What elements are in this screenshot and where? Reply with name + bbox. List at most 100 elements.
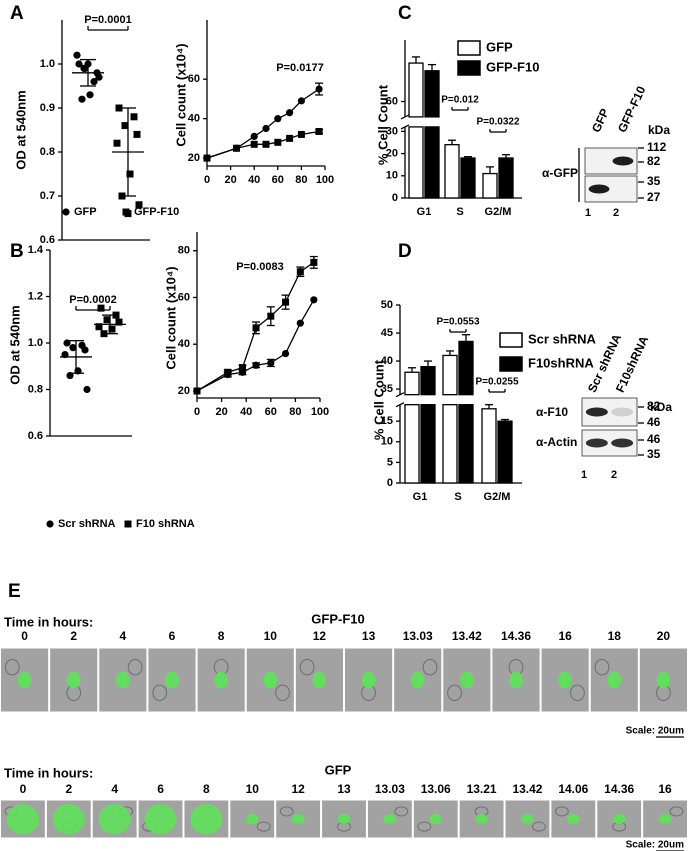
y-tick-label: 1.0 bbox=[40, 58, 55, 70]
legend-swatch bbox=[457, 40, 481, 56]
marker bbox=[97, 304, 105, 312]
bar bbox=[498, 157, 514, 199]
time-point: 13.42 bbox=[452, 629, 482, 643]
neighbor-cell bbox=[422, 659, 438, 676]
scale-label: Scale: 20um bbox=[626, 840, 684, 851]
marker bbox=[83, 385, 91, 394]
neighbor-cell bbox=[4, 659, 20, 676]
y-tick-label: 40 bbox=[188, 113, 200, 125]
y-tick-label: 0 bbox=[387, 477, 393, 489]
time-point: 13.21 bbox=[467, 782, 497, 796]
panel-label: D bbox=[398, 241, 412, 262]
legend-swatch bbox=[499, 332, 523, 348]
gfp-cell bbox=[115, 671, 130, 689]
y-tick-label: 5 bbox=[387, 456, 393, 468]
marker bbox=[274, 138, 282, 146]
marker bbox=[80, 64, 88, 72]
bar bbox=[497, 420, 513, 484]
y-tick-label: 60 bbox=[178, 291, 190, 303]
time-point: 13.06 bbox=[421, 782, 451, 796]
kda-marker: 46 bbox=[647, 432, 661, 446]
p-value: P=0.0002 bbox=[69, 294, 116, 306]
time-point: 10 bbox=[264, 629, 278, 643]
gfp-cell bbox=[98, 803, 131, 835]
series-line bbox=[196, 299, 315, 392]
neighbor-cell bbox=[570, 684, 585, 701]
antibody-label: α-GFP bbox=[542, 166, 578, 180]
panel-label: B bbox=[10, 241, 24, 262]
time-point: 16 bbox=[658, 782, 672, 796]
neighbor-cell bbox=[279, 806, 294, 817]
gfp-cell bbox=[6, 803, 39, 835]
kda-marker: 46 bbox=[647, 415, 661, 429]
lane-number: 2 bbox=[613, 207, 619, 219]
legend-marker bbox=[62, 208, 70, 216]
time-point: 12 bbox=[291, 782, 305, 796]
neighbor-cell bbox=[554, 806, 569, 817]
gfp-cell bbox=[459, 671, 474, 689]
bar bbox=[458, 340, 474, 396]
marker bbox=[281, 349, 290, 358]
gfp-cell bbox=[52, 803, 85, 835]
kda-marker: 82 bbox=[647, 154, 661, 168]
p-value: P=0.0083 bbox=[236, 261, 283, 273]
y-axis-label: % Cell Count bbox=[371, 359, 386, 440]
time-point: 2 bbox=[70, 629, 77, 643]
bar bbox=[481, 408, 497, 484]
x-tick-label: S bbox=[454, 491, 461, 503]
gfp-cell bbox=[410, 671, 425, 689]
time-point: 10 bbox=[246, 782, 260, 796]
lane-label: GFP bbox=[589, 106, 612, 134]
time-point: 13 bbox=[337, 782, 351, 796]
marker bbox=[193, 387, 201, 395]
y-tick-label: 20 bbox=[188, 152, 200, 164]
band bbox=[585, 407, 608, 417]
bar bbox=[482, 172, 498, 199]
gfp-cell bbox=[214, 671, 229, 689]
x-tick-label: 0 bbox=[194, 406, 200, 418]
y-tick-label: 30 bbox=[386, 125, 398, 137]
band bbox=[611, 407, 634, 417]
x-tick-label: 80 bbox=[289, 406, 301, 418]
gfp-cell bbox=[475, 814, 489, 824]
bar bbox=[420, 404, 436, 484]
bar bbox=[404, 404, 420, 484]
time-point: 13 bbox=[362, 629, 376, 643]
band bbox=[585, 438, 608, 448]
y-axis-label: OD at 540nm bbox=[7, 305, 22, 384]
legend-label: GFP-F10 bbox=[134, 206, 179, 218]
marker bbox=[135, 201, 143, 209]
panel-label: E bbox=[8, 581, 21, 602]
neighbor-cell bbox=[256, 821, 271, 832]
bar bbox=[460, 157, 476, 199]
p-value: P=0.0322 bbox=[476, 117, 520, 128]
gfp-cell bbox=[165, 671, 179, 689]
y-tick-label: 1.0 bbox=[28, 337, 43, 349]
neighbor-cell bbox=[532, 821, 546, 832]
axis-break bbox=[395, 392, 405, 398]
legend-label: Scr shRNA bbox=[58, 518, 116, 530]
neighbor-cell bbox=[669, 806, 684, 817]
neighbor-cell bbox=[127, 659, 143, 676]
gfp-cell bbox=[558, 671, 573, 689]
time-point: 12 bbox=[313, 629, 327, 643]
gfp-cell bbox=[245, 814, 259, 824]
time-point: 0 bbox=[20, 782, 27, 796]
marker bbox=[108, 325, 116, 333]
marker bbox=[286, 109, 294, 117]
panel-label: C bbox=[398, 3, 412, 24]
axis-break bbox=[400, 124, 410, 130]
marker bbox=[310, 296, 318, 304]
marker bbox=[121, 122, 129, 130]
gfp-cell bbox=[361, 671, 376, 689]
marker bbox=[95, 323, 103, 331]
bar bbox=[420, 366, 436, 396]
p-value: P=0.0001 bbox=[84, 14, 131, 26]
y-tick-label: 60 bbox=[386, 95, 398, 107]
marker bbox=[103, 316, 111, 324]
y-tick-label: 0.8 bbox=[28, 383, 43, 395]
legend-label: GFP bbox=[74, 206, 97, 218]
x-tick-label: 60 bbox=[272, 174, 284, 186]
y-tick-label: 50 bbox=[381, 299, 393, 311]
y-tick-label: 40 bbox=[381, 355, 393, 367]
